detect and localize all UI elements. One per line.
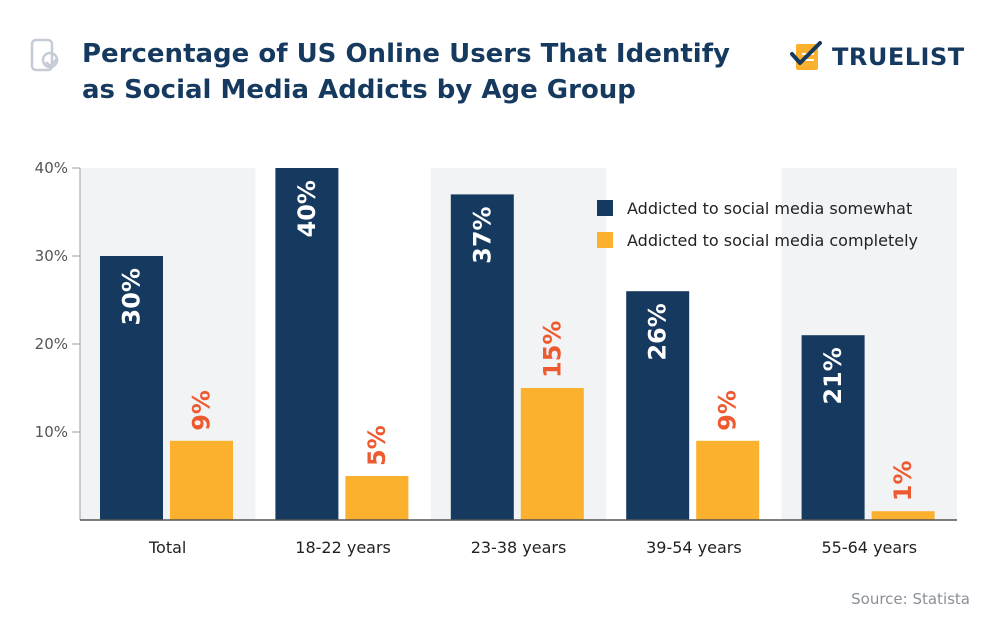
- bar-data-label: 21%: [819, 347, 847, 404]
- bar-completely: [696, 440, 760, 520]
- bar-data-label: 30%: [118, 268, 146, 325]
- y-tick-label: 30%: [35, 247, 68, 265]
- bar-data-label: 40%: [293, 180, 321, 237]
- bar-data-label: 15%: [538, 321, 566, 378]
- x-tick-label: 23-38 years: [471, 538, 567, 557]
- truelist-logo: TRUELIST: [790, 40, 965, 74]
- bar-data-label: 26%: [644, 303, 672, 360]
- brand-name: TRUELIST: [832, 43, 965, 71]
- y-tick-label: 20%: [35, 335, 68, 353]
- bar-completely: [871, 511, 935, 520]
- bar-data-label: 9%: [188, 390, 216, 431]
- bar-somewhat: [801, 335, 865, 520]
- bar-data-label: 9%: [714, 390, 742, 431]
- legend-swatch: [597, 200, 613, 216]
- checklist-icon: [790, 41, 822, 70]
- bar-completely: [520, 388, 584, 520]
- page-title: Percentage of US Online Users That Ident…: [82, 39, 730, 105]
- bar-data-label: 5%: [363, 425, 391, 466]
- bar-data-label: 37%: [468, 206, 496, 263]
- bar-data-label: 1%: [889, 460, 917, 501]
- x-tick-label: 55-64 years: [821, 538, 917, 557]
- phone-touch-icon: [30, 38, 59, 72]
- bar-somewhat: [450, 194, 514, 520]
- x-tick-label: Total: [148, 538, 186, 557]
- bar-completely: [345, 476, 409, 520]
- legend-label: Addicted to social media somewhat: [627, 199, 912, 218]
- bar-completely: [170, 440, 233, 520]
- bar-somewhat: [100, 256, 163, 520]
- bar-somewhat: [275, 168, 339, 520]
- source-note: Source: Statista: [851, 590, 970, 608]
- legend-label: Addicted to social media completely: [627, 231, 918, 250]
- y-tick-label: 10%: [35, 423, 68, 441]
- x-tick-label: 39-54 years: [646, 538, 742, 557]
- legend-swatch: [597, 232, 613, 248]
- x-tick-label: 18-22 years: [295, 538, 391, 557]
- bar-somewhat: [626, 291, 690, 520]
- y-tick-label: 40%: [35, 159, 68, 177]
